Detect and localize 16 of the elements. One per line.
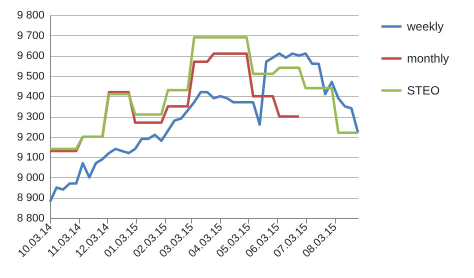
y-tick-label: 9 600	[16, 50, 44, 62]
y-tick-label: 9 400	[16, 90, 44, 103]
y-tick-label: 8 900	[16, 192, 44, 204]
legend-label: monthly	[407, 52, 450, 66]
y-tick-label: 9 800	[16, 10, 44, 22]
legend-label: STEO	[407, 84, 440, 98]
y-tick-label: 9 500	[16, 70, 44, 82]
line-series	[48, 52, 360, 204]
y-tick-label: 9 700	[16, 30, 44, 42]
y-tick-label: 9 100	[16, 152, 44, 164]
y-tick-label: 9 000	[16, 172, 44, 184]
legend-label: weekly	[406, 20, 444, 34]
y-tick-label: 9 300	[16, 111, 44, 123]
y-tick-label: 8 800	[16, 212, 44, 224]
line-series	[48, 36, 360, 150]
y-tick-label: 9 200	[16, 131, 44, 144]
